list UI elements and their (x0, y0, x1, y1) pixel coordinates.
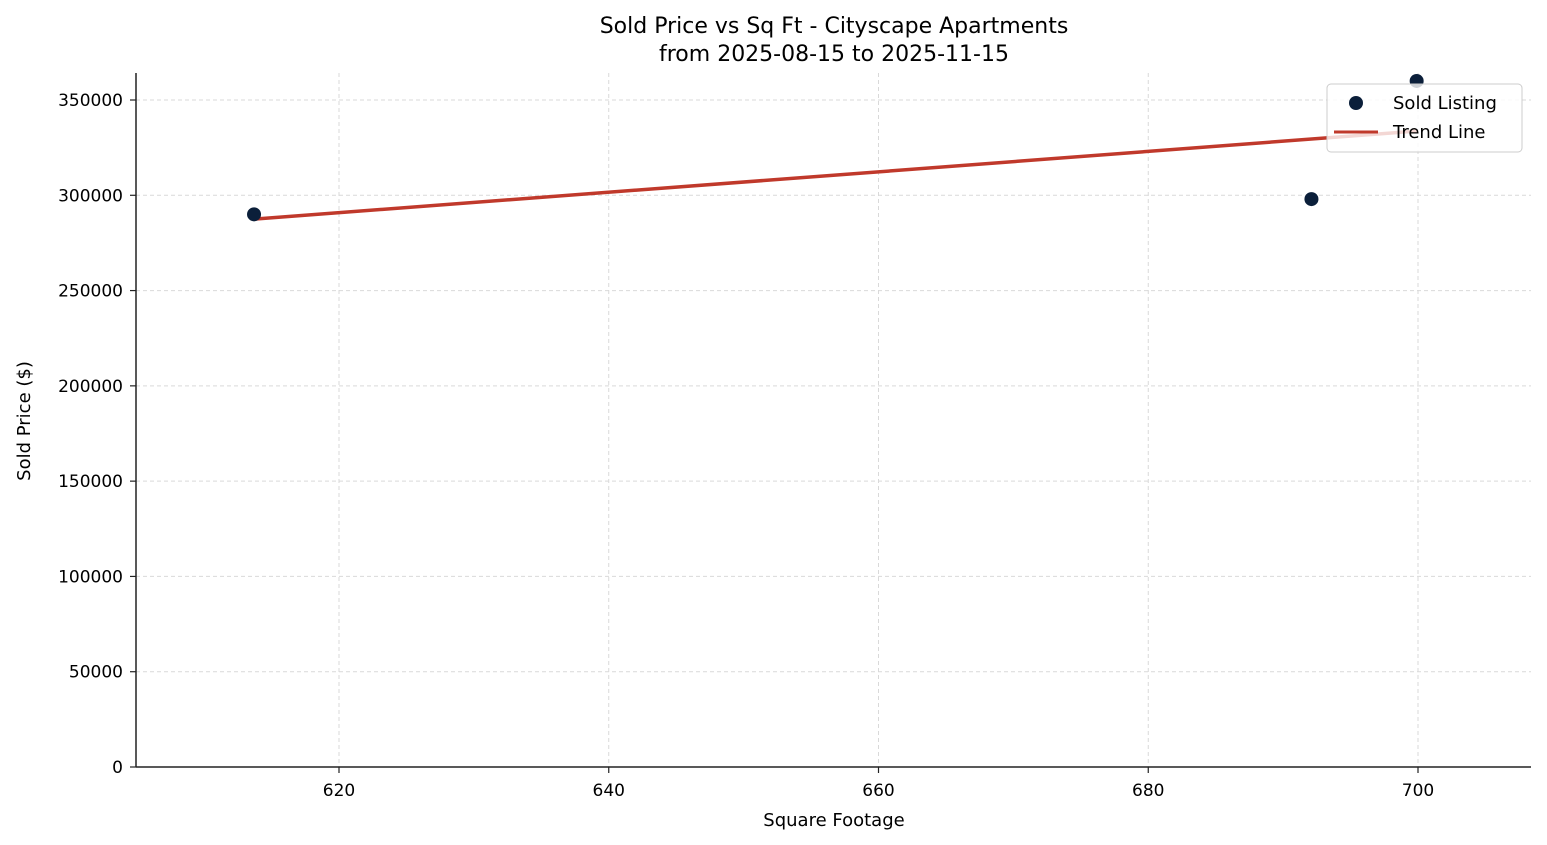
x-tick-label: 680 (1132, 781, 1164, 801)
y-tick-label: 0 (112, 758, 123, 778)
chart-title: Sold Price vs Sq Ft - Cityscape Apartmen… (600, 14, 1069, 39)
legend: Sold Listing Trend Line (1326, 83, 1523, 153)
grid-lines (136, 73, 1531, 767)
y-tick-label: 300000 (58, 186, 123, 206)
legend-marker-sold-listing-icon (1349, 96, 1363, 110)
x-tick-label: 700 (1402, 781, 1434, 801)
x-tick-label: 660 (862, 781, 894, 801)
trend-line-path (253, 129, 1417, 221)
x-tick-label: 640 (593, 781, 625, 801)
legend-box (1326, 83, 1523, 153)
y-tick-label: 150000 (58, 472, 123, 492)
data-point (247, 207, 262, 222)
trend-line (253, 129, 1417, 221)
scatter-points (247, 73, 1424, 222)
x-tick-label: 620 (323, 781, 355, 801)
y-tick-label: 100000 (58, 567, 123, 587)
y-tick-label: 200000 (58, 377, 123, 397)
x-axis-label: Square Footage (763, 810, 904, 831)
y-tick-label: 250000 (58, 282, 123, 302)
axes: 620 640 660 680 700 0 50000 100000 150000 200000 2… (58, 73, 1531, 801)
legend-label-trend-line: Trend Line (1392, 122, 1486, 143)
legend-label-sold-listing: Sold Listing (1393, 93, 1497, 114)
y-tick-label: 350000 (58, 91, 123, 111)
chart-subtitle: from 2025-08-15 to 2025-11-15 (659, 42, 1009, 67)
data-point (1304, 192, 1319, 207)
y-tick-label: 50000 (69, 663, 123, 683)
y-axis-label: Sold Price ($) (14, 361, 35, 481)
